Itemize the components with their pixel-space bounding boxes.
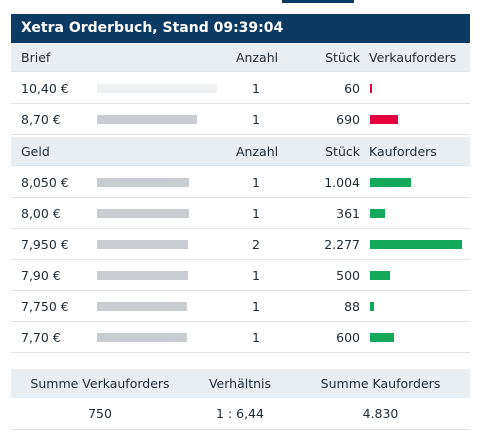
geld-header-row: Geld Anzahl Stück Kauforders bbox=[11, 137, 470, 166]
geld-pieces: 88 bbox=[344, 299, 360, 314]
volume-bar bbox=[97, 84, 217, 93]
geld-orders-header: Kauforders bbox=[369, 144, 437, 159]
buy-order-bar bbox=[370, 209, 385, 218]
orderbook-title: Xetra Orderbuch, Stand 09:39:04 bbox=[11, 14, 470, 43]
geld-row: 7,90 € 1 500 bbox=[11, 260, 470, 291]
buy-order-bar bbox=[370, 302, 374, 311]
buy-order-bar bbox=[370, 271, 390, 280]
geld-count: 1 bbox=[252, 268, 260, 283]
volume-bar bbox=[97, 240, 188, 249]
geld-price: 8,00 € bbox=[21, 206, 61, 221]
geld-pieces-header: Stück bbox=[325, 144, 360, 159]
geld-row: 8,00 € 1 361 bbox=[11, 198, 470, 229]
geld-count: 1 bbox=[252, 206, 260, 221]
summary-sell-value: 750 bbox=[88, 406, 112, 421]
summary-header-row: Summe Verkauforders Verhältnis Summe Kau… bbox=[11, 369, 470, 398]
sell-order-bar bbox=[370, 115, 398, 124]
brief-count: 1 bbox=[252, 112, 260, 127]
geld-count-header: Anzahl bbox=[236, 144, 279, 159]
volume-bar bbox=[97, 271, 188, 280]
summary-sell-header: Summe Verkauforders bbox=[30, 376, 170, 391]
brief-count: 1 bbox=[252, 81, 260, 96]
active-tab-indicator bbox=[282, 0, 354, 3]
volume-bar bbox=[97, 333, 187, 342]
brief-row: 10,40 € 1 60 bbox=[11, 73, 470, 104]
geld-price: 7,950 € bbox=[21, 237, 69, 252]
brief-price-header: Brief bbox=[21, 50, 51, 65]
summary-buy-header: Summe Kauforders bbox=[320, 376, 441, 391]
brief-orders-header: Verkauforders bbox=[369, 50, 457, 65]
geld-price: 7,70 € bbox=[21, 330, 61, 345]
buy-order-bar bbox=[370, 333, 394, 342]
buy-order-bar bbox=[370, 240, 462, 249]
geld-price-header: Geld bbox=[21, 144, 50, 159]
brief-pieces-header: Stück bbox=[325, 50, 360, 65]
geld-count: 1 bbox=[252, 299, 260, 314]
geld-pieces: 2.277 bbox=[324, 237, 360, 252]
geld-row: 7,70 € 1 600 bbox=[11, 322, 470, 353]
brief-row: 8,70 € 1 690 bbox=[11, 104, 470, 135]
brief-count-header: Anzahl bbox=[236, 50, 279, 65]
brief-pieces: 690 bbox=[336, 112, 360, 127]
geld-count: 1 bbox=[252, 330, 260, 345]
brief-header-row: Brief Anzahl Stück Verkauforders bbox=[11, 43, 470, 72]
buy-order-bar bbox=[370, 178, 411, 187]
geld-price: 8,050 € bbox=[21, 175, 69, 190]
brief-price: 8,70 € bbox=[21, 112, 61, 127]
geld-price: 7,750 € bbox=[21, 299, 69, 314]
volume-bar bbox=[97, 209, 189, 218]
geld-row: 7,750 € 1 88 bbox=[11, 291, 470, 322]
geld-count: 1 bbox=[252, 175, 260, 190]
geld-count: 2 bbox=[252, 237, 260, 252]
volume-bar bbox=[97, 115, 197, 124]
brief-pieces: 60 bbox=[344, 81, 360, 96]
geld-pieces: 600 bbox=[336, 330, 360, 345]
sell-order-bar bbox=[370, 84, 372, 93]
summary-ratio-header: Verhältnis bbox=[208, 376, 272, 391]
geld-price: 7,90 € bbox=[21, 268, 61, 283]
summary-ratio-value: 1 : 6,44 bbox=[216, 406, 264, 421]
geld-pieces: 1.004 bbox=[324, 175, 360, 190]
geld-pieces: 361 bbox=[336, 206, 360, 221]
geld-pieces: 500 bbox=[336, 268, 360, 283]
volume-bar bbox=[97, 302, 187, 311]
geld-row: 8,050 € 1 1.004 bbox=[11, 167, 470, 198]
geld-row: 7,950 € 2 2.277 bbox=[11, 229, 470, 260]
volume-bar bbox=[97, 178, 189, 187]
brief-price: 10,40 € bbox=[21, 81, 69, 96]
summary-buy-value: 4.830 bbox=[362, 406, 399, 421]
summary-values-row: 750 1 : 6,44 4.830 bbox=[11, 398, 470, 430]
